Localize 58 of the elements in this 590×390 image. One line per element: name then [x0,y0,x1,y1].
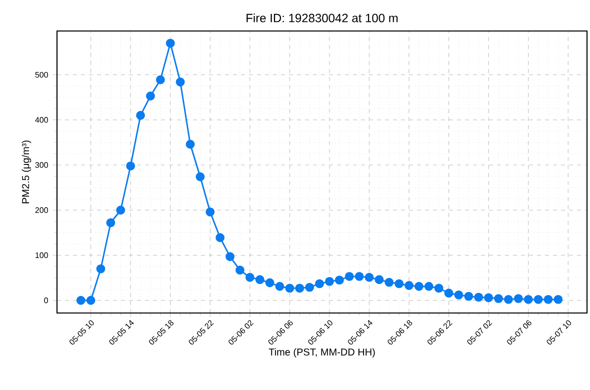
point [354,272,364,281]
point [245,272,254,282]
x-axis-title: Time (PST, MM-DD HH) [268,348,375,358]
point [554,294,563,304]
point [285,284,294,293]
y-tick-label: 300 [35,162,48,168]
point [216,233,225,242]
point [206,207,215,216]
y-tick-label: 400 [35,117,48,123]
point [344,272,354,281]
point [156,75,165,84]
point [454,290,464,300]
point [414,282,424,291]
point [544,294,553,304]
point [116,206,126,215]
point [96,264,106,274]
y-tick-label: 500 [35,72,48,78]
chart-title: Fire ID: 192830042 at 100 m [246,13,398,22]
point [444,288,454,298]
point [364,272,374,282]
point [196,172,205,182]
point [255,275,264,284]
point [166,38,175,48]
point [136,110,145,120]
point [76,296,86,305]
point [265,278,274,288]
point [504,294,513,304]
point [374,275,384,284]
point [394,279,404,288]
point [126,161,136,170]
point [384,278,394,287]
point [305,282,314,292]
point [86,296,96,305]
point [176,78,185,86]
point [524,294,533,304]
point [494,294,503,304]
point [324,276,334,286]
y-tick-label: 100 [36,252,48,258]
point [146,92,155,100]
point [474,292,484,302]
point [404,281,414,290]
point [106,218,116,228]
point [275,282,284,291]
point [236,266,244,275]
point [295,284,304,293]
point [434,284,444,293]
y-tick-label: 0 [44,298,48,304]
y-axis-title: PM2.5 (μg/m³) [22,140,32,204]
point [534,294,543,304]
point [334,276,344,285]
point [464,292,474,301]
y-tick-label: 200 [35,207,48,213]
point [226,252,234,262]
point [186,140,195,149]
point [484,293,494,302]
point [514,294,523,304]
point [315,279,324,288]
point [424,282,434,291]
